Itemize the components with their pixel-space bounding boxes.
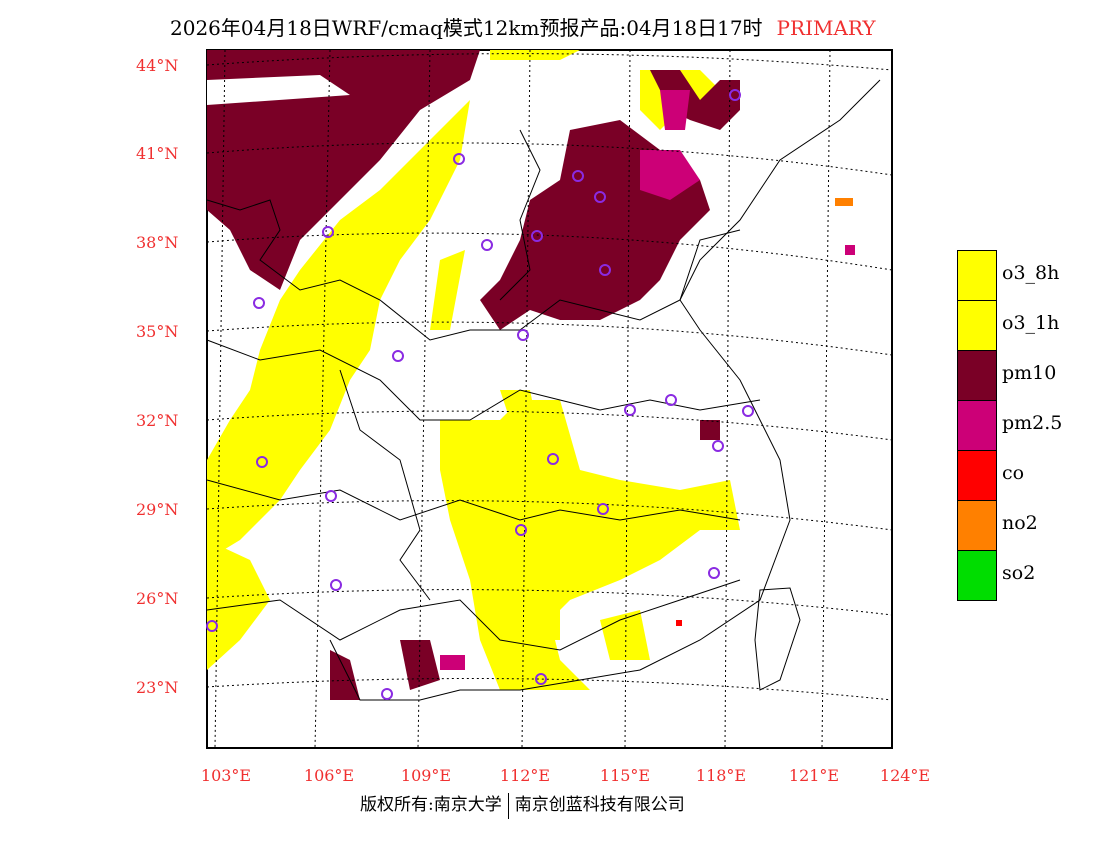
lat-label: 29°N (136, 500, 179, 519)
lon-label: 118°E (695, 766, 747, 785)
legend-label: no2 (1002, 512, 1038, 534)
lon-label: 115°E (599, 766, 651, 785)
copyright-right: 南京创蓝科技有限公司 (514, 795, 685, 815)
graticule (206, 49, 893, 749)
legend-swatch-co (957, 451, 997, 501)
legend-label: co (1002, 462, 1025, 484)
lat-label: 41°N (136, 144, 179, 163)
copyright-left: 版权所有:南京大学 (360, 795, 502, 815)
legend-swatch-so2 (957, 551, 997, 601)
co-patch (676, 620, 682, 626)
chart-title: 2026年04月18日WRF/cmaq模式12km预报产品:04月18日17时 P… (170, 12, 876, 41)
legend-label: o3_8h (1002, 262, 1060, 284)
legend-swatch-pm2.5 (957, 401, 997, 451)
title-text: 2026年04月18日WRF/cmaq模式12km预报产品:04月18日17时 (170, 16, 763, 40)
lon-label: 103°E (200, 766, 252, 785)
legend-swatch-pm10 (957, 351, 997, 401)
no2-patch (835, 198, 853, 206)
lat-label: 26°N (136, 589, 179, 608)
legend: o3_8h o3_1h pm10 pm2.5 co no2 so2 (957, 250, 1062, 601)
title-tag: PRIMARY (776, 16, 876, 40)
lat-label: 44°N (136, 56, 179, 75)
footer-divider (507, 792, 509, 819)
province-borders (206, 79, 881, 701)
city-markers (206, 89, 754, 700)
lat-label: 23°N (136, 678, 179, 697)
legend-swatch-o3_8h (957, 250, 997, 301)
lon-label: 121°E (788, 766, 840, 785)
lon-label: 112°E (499, 766, 551, 785)
lon-label: 109°E (400, 766, 452, 785)
lat-label: 38°N (136, 233, 179, 252)
yellow-o3-regions (207, 50, 740, 690)
legend-label: o3_1h (1002, 312, 1060, 334)
magenta-pm25-regions (440, 90, 855, 670)
legend-swatch-o3_1h (957, 301, 997, 351)
legend-swatch-no2 (957, 501, 997, 551)
lat-label: 32°N (136, 411, 179, 430)
lon-label: 124°E (879, 766, 931, 785)
copyright-footer: 版权所有:南京大学 南京创蓝科技有限公司 (360, 790, 685, 819)
lon-label: 106°E (303, 766, 355, 785)
lat-label: 35°N (136, 322, 179, 341)
legend-label: so2 (1002, 562, 1036, 584)
legend-label: pm10 (1002, 362, 1057, 384)
legend-label: pm2.5 (1002, 412, 1063, 434)
